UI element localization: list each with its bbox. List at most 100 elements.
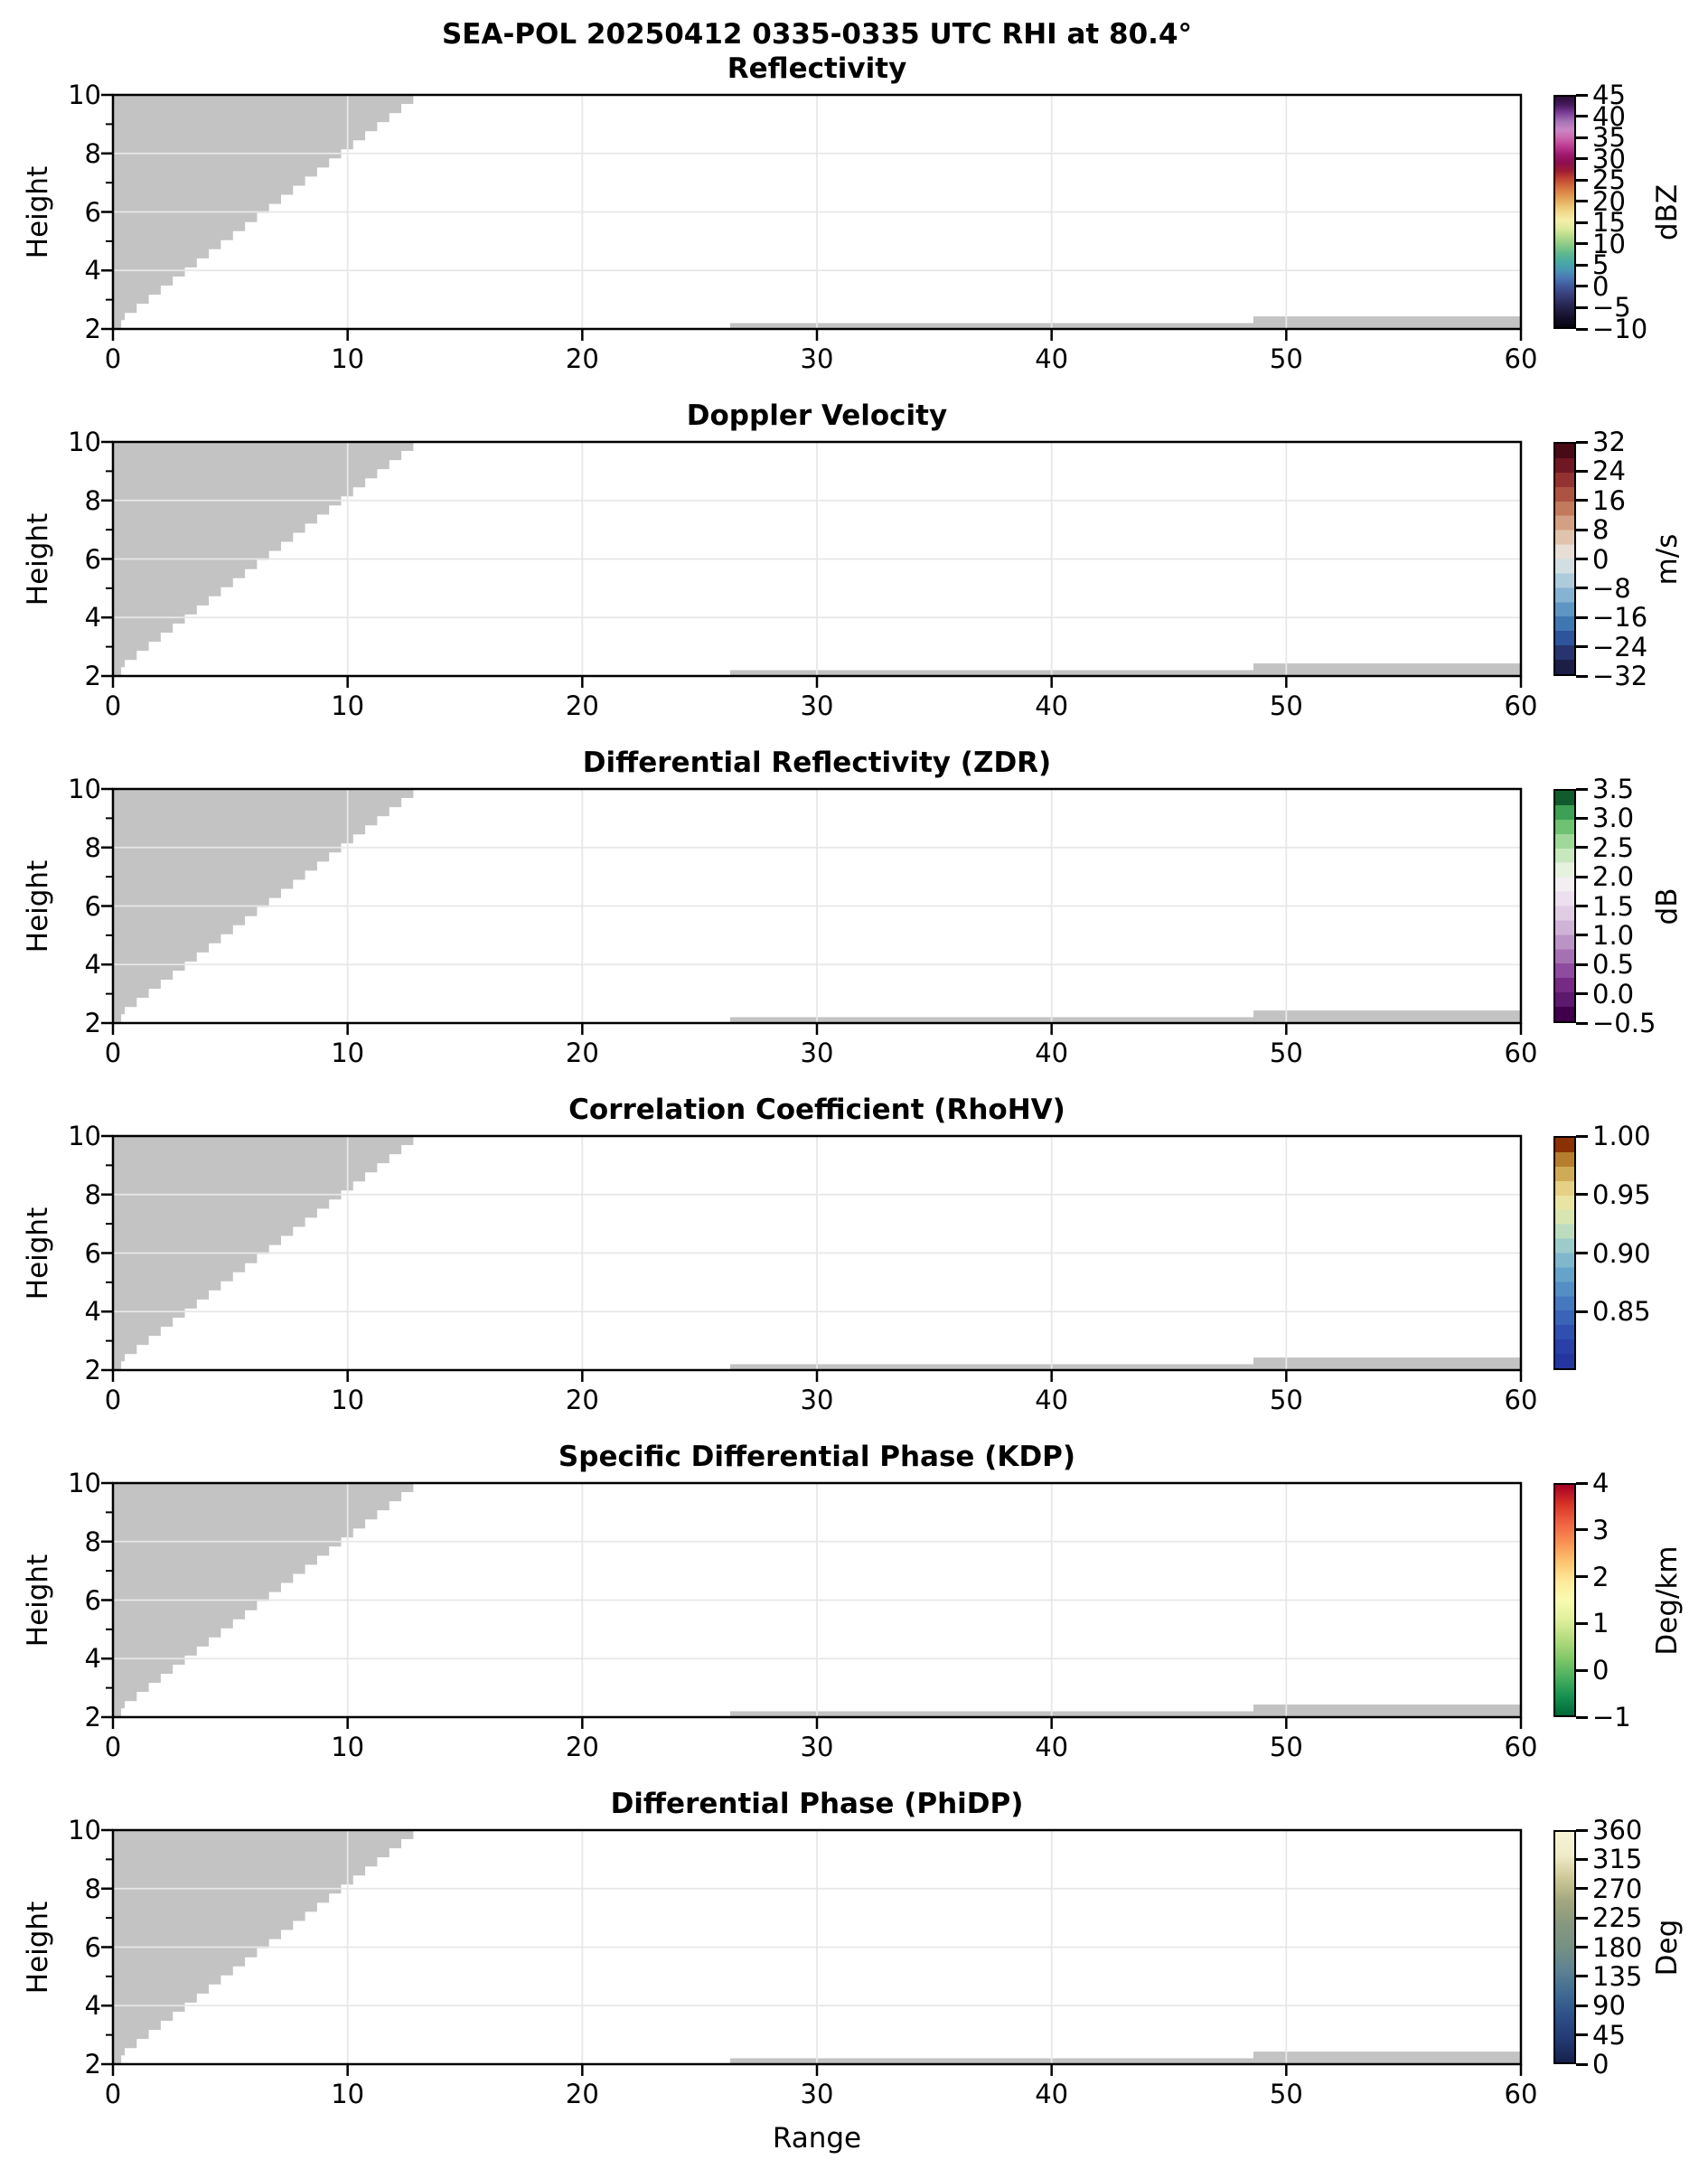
x-tick-label: 30 [800, 1038, 834, 1068]
colorbar-tick-mark [1576, 962, 1588, 966]
colorbar-tick-mark [1576, 1828, 1588, 1832]
colorbar-tick-label: 1 [1592, 1608, 1609, 1639]
x-tick-label: 40 [1035, 1385, 1069, 1415]
x-tick-label: 60 [1504, 2079, 1538, 2109]
colorbar-tick-mark [1576, 327, 1588, 331]
colorbar-tick-mark [1576, 645, 1588, 649]
colorbar [1553, 442, 1576, 676]
y-tick-label: 4 [84, 1296, 101, 1328]
colorbar-tick-mark [1576, 528, 1588, 531]
x-tick-label: 60 [1504, 1732, 1538, 1762]
colorbar-tick-mark [1576, 1252, 1588, 1254]
colorbar-tick-mark [1576, 499, 1588, 502]
y-tick-label: 4 [84, 255, 101, 286]
mask-strip-1 [1253, 1357, 1521, 1370]
x-tick-label: 50 [1269, 1038, 1303, 1068]
y-tick-label: 10 [68, 1468, 101, 1498]
colorbar-tick-label: 2.5 [1592, 831, 1635, 863]
y-tick-label: 4 [84, 949, 101, 981]
mask-strip-0 [729, 1711, 1253, 1717]
y-tick-label: 4 [84, 602, 101, 634]
x-tick-label: 30 [800, 690, 834, 721]
plot-area-svg [101, 440, 1523, 688]
colorbar-tick-label: 16 [1592, 484, 1626, 516]
figure-suptitle: SEA-POL 20250412 0335-0335 UTC RHI at 80… [441, 18, 1193, 51]
colorbar-tick-mark [1576, 115, 1588, 118]
colorbar-tick-label: 2.0 [1592, 861, 1635, 893]
colorbar-tick-mark [1576, 558, 1588, 560]
mask-strip-1 [1253, 1010, 1521, 1023]
panel-title: Specific Differential Phase (KDP) [558, 1441, 1076, 1473]
colorbar-tick-label: 0.85 [1592, 1296, 1651, 1328]
x-tick-label: 40 [1035, 1038, 1069, 1068]
colorbar-tick-mark [1576, 1916, 1588, 1920]
y-tick-label: 10 [68, 1815, 101, 1845]
x-tick-label: 50 [1269, 343, 1303, 374]
x-tick-label: 30 [800, 1385, 834, 1415]
colorbar [1553, 95, 1576, 329]
y-tick-label: 2 [84, 2049, 101, 2080]
x-tick-label: 40 [1035, 343, 1069, 374]
colorbar-tick-mark [1576, 905, 1588, 907]
colorbar-tick-label: −16 [1592, 602, 1648, 634]
colorbar-tick-label: 180 [1592, 1931, 1643, 1963]
colorbar-tick-label: 20 [1592, 185, 1626, 217]
colorbar-tick-mark [1576, 1715, 1588, 1719]
colorbar-tick-label: 0 [1592, 2049, 1609, 2080]
colorbar-tick-label: 270 [1592, 1873, 1643, 1904]
x-tick-label: 20 [565, 1732, 599, 1762]
colorbar-tick-label: 360 [1592, 1815, 1643, 1845]
y-tick-label: 6 [84, 543, 101, 575]
height-axis-label: Height [22, 1207, 54, 1300]
colorbar-tick-label: 5 [1592, 249, 1609, 281]
colorbar-tick-label: −24 [1592, 631, 1648, 662]
x-tick-label: 50 [1269, 2079, 1303, 2109]
x-tick-label: 50 [1269, 690, 1303, 721]
mask-strip-0 [729, 670, 1253, 676]
x-tick-label: 10 [331, 1385, 365, 1415]
mask-strip-1 [1253, 663, 1521, 676]
y-tick-label: 10 [68, 80, 101, 110]
colorbar-tick-mark [1576, 816, 1588, 820]
y-tick-label: 4 [84, 1990, 101, 2022]
y-tick-label: 6 [84, 890, 101, 922]
colorbar-tick-mark [1576, 1134, 1588, 1138]
y-tick-label: 8 [84, 484, 101, 516]
colorbar-tick-mark [1576, 674, 1588, 678]
mask-strip-0 [729, 1364, 1253, 1370]
colorbar-tick-mark [1576, 1193, 1588, 1197]
colorbar-tick-label: 90 [1592, 1990, 1626, 2022]
colorbar-tick-label: 315 [1592, 1844, 1643, 1875]
x-tick-label: 60 [1504, 1038, 1538, 1068]
y-tick-label: 2 [84, 1008, 101, 1038]
colorbar-tick-mark [1576, 1887, 1588, 1891]
x-tick-label: 20 [565, 2079, 599, 2109]
x-tick-label: 60 [1504, 1385, 1538, 1415]
mask-strip-1 [1253, 1704, 1521, 1717]
y-tick-label: 10 [68, 427, 101, 457]
y-tick-label: 10 [68, 1121, 101, 1151]
plot-area-svg [101, 1828, 1523, 2076]
colorbar-tick-label: 1.0 [1592, 919, 1635, 951]
colorbar-tick-mark [1576, 178, 1588, 182]
colorbar-tick-mark [1576, 242, 1588, 246]
colorbar [1553, 1136, 1576, 1370]
colorbar-tick-label: 0 [1592, 1655, 1609, 1686]
colorbar-tick-mark [1576, 2004, 1588, 2007]
mask-strip-0 [729, 1017, 1253, 1023]
colorbar-tick-mark [1576, 1975, 1588, 1978]
colorbar-tick-mark [1576, 157, 1588, 161]
x-tick-label: 30 [800, 343, 834, 374]
colorbar-tick-mark [1576, 93, 1588, 97]
mask-strip-1 [1253, 316, 1521, 329]
x-tick-label: 60 [1504, 343, 1538, 374]
colorbar-tick-label: 25 [1592, 164, 1626, 196]
colorbar-unit-label: m/s [1651, 533, 1684, 585]
height-axis-label: Height [22, 859, 54, 953]
colorbar-tick-label: 32 [1592, 427, 1626, 457]
x-tick-label: 30 [800, 2079, 834, 2109]
colorbar-tick-label: 30 [1592, 143, 1626, 174]
x-tick-label: 40 [1035, 690, 1069, 721]
panel-title: Differential Reflectivity (ZDR) [582, 746, 1052, 779]
